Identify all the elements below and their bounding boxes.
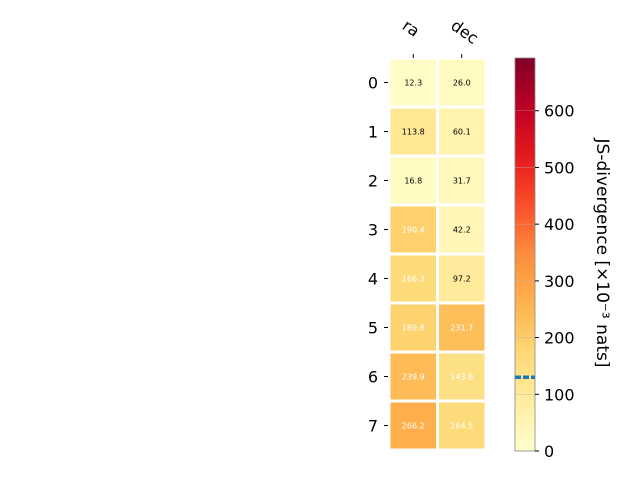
heatmap-cell-6-ra (390, 353, 436, 400)
heatmap-cells (389, 58, 486, 450)
col-label-dec: dec (447, 16, 481, 48)
heatmap-cell-4-ra (390, 255, 436, 302)
cell-value-labels: 12.3 26.0 113.8 60.1 16.8 31.7 190.4 42.2 166.3 9… (402, 79, 473, 431)
row-label-0: 0 (368, 74, 378, 93)
cell-value-0-ra: 12.3 (404, 79, 422, 88)
cell-value-5-ra: 189.8 (402, 324, 425, 333)
cell-value-6-ra: 239.9 (402, 373, 425, 382)
heatmap-cell-0-ra (390, 59, 436, 106)
heatmap-cell-1-ra (390, 108, 436, 155)
heatmap-cell-3-ra (390, 206, 436, 253)
heatmap-cell-0-dec (439, 59, 485, 106)
heatmap-cell-3-dec (439, 206, 485, 253)
colorbar-tick-label-400: 400 (544, 215, 575, 234)
heatmap-cell-7-ra (390, 402, 436, 449)
heatmap-cell-5-dec (439, 304, 485, 351)
cell-value-4-dec: 97.2 (453, 275, 471, 284)
row-label-2: 2 (368, 172, 378, 191)
row-label-5: 5 (368, 319, 378, 338)
heatmap-cell-2-ra (390, 157, 436, 204)
cell-value-7-dec: 164.5 (450, 422, 473, 431)
heatmap-cell-7-dec (439, 402, 485, 449)
row-label-6: 6 (368, 368, 378, 387)
colorbar-tick-label-200: 200 (544, 329, 575, 348)
colorbar: 0 100 200 300 400 500 600 (514, 57, 575, 461)
cell-value-3-dec: 42.2 (453, 226, 471, 235)
colorbar-gradient (514, 57, 536, 452)
cell-value-1-dec: 60.1 (453, 128, 471, 137)
cell-value-1-ra: 113.8 (402, 128, 425, 137)
cell-value-3-ra: 190.4 (402, 226, 425, 235)
cell-value-6-dec: 143.8 (450, 373, 473, 382)
heatmap-cell-5-ra (390, 304, 436, 351)
cell-value-2-dec: 31.7 (453, 177, 471, 186)
colorbar-tick-label-500: 500 (544, 158, 575, 177)
colorbar-tick-label-300: 300 (544, 272, 575, 291)
colorbar-tick-label-100: 100 (544, 385, 575, 404)
cell-value-0-dec: 26.0 (453, 79, 471, 88)
cell-value-5-dec: 231.7 (450, 324, 473, 333)
heatmap-cell-1-dec (439, 108, 485, 155)
cell-value-4-ra: 166.3 (402, 275, 425, 284)
cell-value-2-ra: 16.8 (404, 177, 422, 186)
row-label-3: 3 (368, 221, 378, 240)
colorbar-tick-label-600: 600 (544, 102, 575, 121)
col-label-ra: ra (399, 16, 423, 41)
heatmap-cell-6-dec (439, 353, 485, 400)
heatmap-cell-2-dec (439, 157, 485, 204)
row-label-1: 1 (368, 123, 378, 142)
cell-value-7-ra: 266.2 (402, 422, 425, 431)
row-label-7: 7 (368, 417, 378, 436)
heatmap-cell-4-dec (439, 255, 485, 302)
colorbar-tick-label-0: 0 (544, 442, 554, 461)
colorbar-label: JS-divergence [×10⁻³ nats] (592, 138, 612, 368)
row-label-4: 4 (368, 270, 378, 289)
